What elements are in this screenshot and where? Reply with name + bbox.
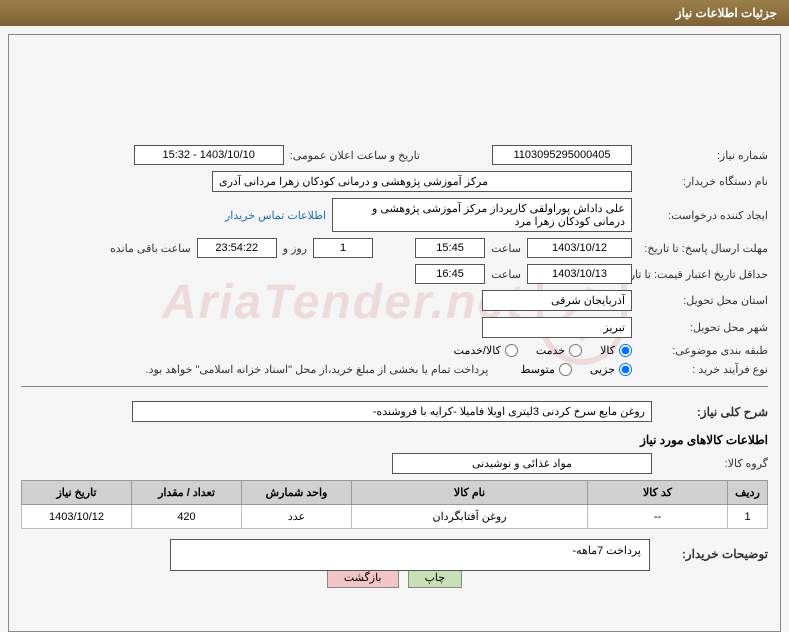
validity-time-field: 16:45 <box>415 264 485 284</box>
city-field: تبریز <box>482 317 632 338</box>
cell-name: روغن آفتابگردان <box>352 505 588 529</box>
requester-field: علی داداش پوراولقی کارپرداز مرکز آموزشی … <box>332 198 632 232</box>
radio-goods[interactable]: کالا <box>600 344 632 357</box>
radio-partial[interactable]: جزیی <box>590 363 632 376</box>
province-label: استان محل تحویل: <box>638 294 768 307</box>
cell-qty: 420 <box>132 505 242 529</box>
table-row: 1 -- روغن آفتابگردان عدد 420 1403/10/12 <box>22 505 768 529</box>
cell-row: 1 <box>728 505 768 529</box>
reply-time-field: 15:45 <box>415 238 485 258</box>
validity-label: حداقل تاریخ اعتبار قیمت: تا تاریخ: <box>638 268 768 281</box>
content-panel: AriaTender.net شماره نیاز: 1103095295000… <box>8 34 781 632</box>
need-no-label: شماره نیاز: <box>638 149 768 162</box>
reply-date-field: 1403/10/12 <box>527 238 632 258</box>
th-qty: تعداد / مقدار <box>132 481 242 505</box>
reply-deadline-label: مهلت ارسال پاسخ: تا تاریخ: <box>638 242 768 255</box>
th-code: کد کالا <box>588 481 728 505</box>
items-table: ردیف کد کالا نام کالا واحد شمارش تعداد /… <box>21 480 768 529</box>
city-label: شهر محل تحویل: <box>638 321 768 334</box>
payment-note: پرداخت تمام یا بخشی از مبلغ خرید،از محل … <box>146 363 489 376</box>
th-row: ردیف <box>728 481 768 505</box>
th-name: نام کالا <box>352 481 588 505</box>
announce-field: 1403/10/10 - 15:32 <box>134 145 284 165</box>
radio-both-input[interactable] <box>505 344 518 357</box>
category-radio-group: کالا خدمت کالا/خدمت <box>454 344 632 357</box>
buyer-org-label: نام دستگاه خریدار: <box>638 175 768 188</box>
countdown-field: 23:54:22 <box>197 238 277 258</box>
radio-medium-input[interactable] <box>559 363 572 376</box>
radio-partial-input[interactable] <box>619 363 632 376</box>
radio-service[interactable]: خدمت <box>536 344 582 357</box>
page-header: جزئیات اطلاعات نیاز <box>0 0 789 26</box>
cell-date: 1403/10/12 <box>22 505 132 529</box>
radio-goods-input[interactable] <box>619 344 632 357</box>
page-title: جزئیات اطلاعات نیاز <box>676 6 777 20</box>
hour-label-1: ساعت <box>491 242 521 255</box>
need-no-field: 1103095295000405 <box>492 145 632 165</box>
goods-group-field: مواد غذائی و نوشیدنی <box>392 453 652 474</box>
requester-label: ایجاد کننده درخواست: <box>638 209 768 222</box>
separator-1 <box>21 386 768 387</box>
category-label: طبقه بندی موضوعی: <box>638 344 768 357</box>
cell-code: -- <box>588 505 728 529</box>
radio-service-input[interactable] <box>569 344 582 357</box>
days-left-field: 1 <box>313 238 373 258</box>
province-field: آذربایجان شرقی <box>482 290 632 311</box>
th-date: تاریخ نیاز <box>22 481 132 505</box>
process-label: نوع فرآیند خرید : <box>638 363 768 376</box>
radio-medium[interactable]: متوسط <box>520 363 572 376</box>
buyer-contact-link[interactable]: اطلاعات تماس خریدار <box>225 209 326 222</box>
need-desc-field: روغن مایع سرخ کردنی 3لیتری اویلا فامیلا … <box>132 401 652 422</box>
goods-group-label: گروه کالا: <box>658 457 768 470</box>
buyer-notes-field: پرداخت 7ماهه- <box>170 539 650 571</box>
validity-date-field: 1403/10/13 <box>527 264 632 284</box>
buyer-org-field: مرکز آموزشی پژوهشی و درمانی کودکان زهرا … <box>212 171 632 192</box>
cell-unit: عدد <box>242 505 352 529</box>
days-and-label: روز و <box>283 242 307 255</box>
th-unit: واحد شمارش <box>242 481 352 505</box>
hour-label-2: ساعت <box>491 268 521 281</box>
time-left-label: ساعت باقی مانده <box>110 242 191 255</box>
buyer-notes-label: توضیحات خریدار: <box>658 547 768 561</box>
need-desc-label: شرح کلی نیاز: <box>658 405 768 419</box>
announce-label: تاریخ و ساعت اعلان عمومی: <box>290 149 420 162</box>
radio-both[interactable]: کالا/خدمت <box>454 344 518 357</box>
process-radio-group: جزیی متوسط <box>520 363 632 376</box>
goods-info-title: اطلاعات کالاهای مورد نیاز <box>21 433 768 447</box>
